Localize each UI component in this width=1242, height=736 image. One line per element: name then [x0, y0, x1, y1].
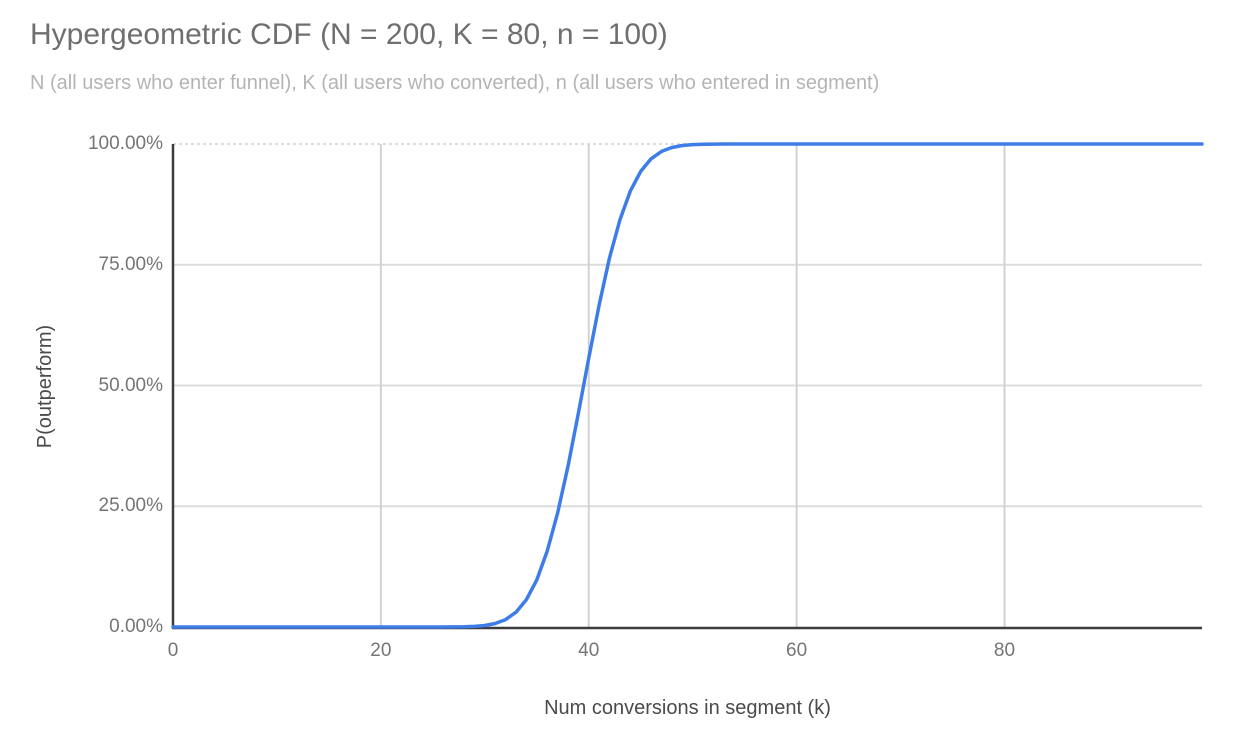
x-axis-title: Num conversions in segment (k): [544, 697, 831, 719]
chart-title: Hypergeometric CDF (N = 200, K = 80, n =…: [30, 18, 668, 51]
x-tick-label: 80: [993, 640, 1016, 661]
cdf-curve: [171, 142, 1204, 629]
x-tick-label: 0: [167, 640, 179, 661]
y-tick-label: 100.00%: [87, 133, 163, 154]
y-tick-label: 75.00%: [98, 253, 163, 275]
chart-subtitle: N (all users who enter funnel), K (all u…: [30, 72, 880, 94]
x-tick-label: 60: [786, 640, 808, 661]
x-tick-label: 20: [370, 640, 392, 661]
y-tick-label: 0.00%: [109, 616, 163, 637]
x-tick-label: 40: [578, 640, 600, 661]
y-tick-label: 25.00%: [98, 495, 163, 517]
y-tick-label: 50.00%: [98, 374, 163, 396]
y-axis-title: P(outperform): [34, 324, 56, 449]
